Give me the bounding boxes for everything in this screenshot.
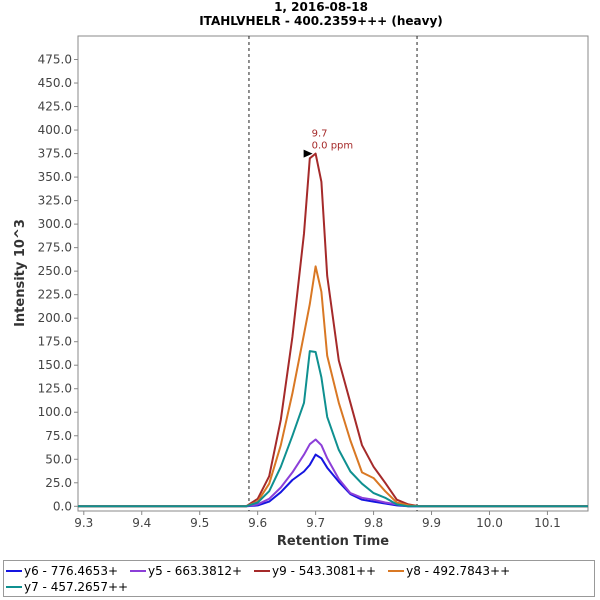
legend-swatch-icon bbox=[130, 570, 147, 572]
peak-marker-icon bbox=[303, 149, 313, 158]
legend-swatch-icon bbox=[388, 570, 405, 572]
peak-ppm-label: 0.0 ppm bbox=[312, 141, 354, 152]
x-tick-label: 9.9 bbox=[422, 516, 441, 530]
y-tick-label: 200.0 bbox=[38, 311, 72, 325]
series-line-y9 bbox=[78, 152, 588, 508]
legend-label: y7 - 457.2657++ bbox=[24, 580, 129, 594]
y-tick-label: 175.0 bbox=[38, 335, 72, 349]
y-tick-label: 100.0 bbox=[38, 405, 72, 419]
legend-label: y8 - 492.7843++ bbox=[406, 564, 511, 578]
y-tick-label: 250.0 bbox=[38, 264, 72, 278]
y-tick-label: 125.0 bbox=[38, 382, 72, 396]
plot-area bbox=[77, 35, 589, 512]
legend-label: y6 - 776.4653+ bbox=[24, 564, 119, 578]
x-axis-title: Retention Time bbox=[277, 534, 389, 549]
chart-legend: y6 - 776.4653+ y5 - 663.3812+ y9 - 543.308… bbox=[3, 560, 595, 597]
peak-rt-label: 9.7 bbox=[312, 129, 328, 140]
y-tick-label: 225.0 bbox=[38, 288, 72, 302]
legend-label: y5 - 663.3812+ bbox=[148, 564, 243, 578]
x-tick-label: 9.3 bbox=[74, 516, 93, 530]
peak-annotation: 9.7 0.0 ppm bbox=[303, 129, 354, 158]
y-tick-label: 450.0 bbox=[38, 76, 72, 90]
x-tick-label: 10.1 bbox=[534, 516, 561, 530]
y-tick-label: 300.0 bbox=[38, 217, 72, 231]
legend-item: y8 - 492.7843++ bbox=[388, 563, 510, 579]
series-layer bbox=[78, 152, 588, 508]
peak-boundaries bbox=[248, 36, 418, 511]
legend-label: y9 - 543.3081++ bbox=[272, 564, 377, 578]
legend-item: y6 - 776.4653+ bbox=[6, 563, 118, 579]
legend-swatch-icon bbox=[6, 570, 22, 572]
legend-swatch-icon bbox=[6, 586, 22, 588]
x-tick-label: 9.8 bbox=[364, 516, 383, 530]
y-axis-title: Intensity 10^3 bbox=[13, 219, 28, 327]
y-tick-label: 375.0 bbox=[38, 147, 72, 161]
series-line-y8 bbox=[78, 265, 588, 508]
y-tick-label: 400.0 bbox=[38, 123, 72, 137]
x-tick-label: 10.0 bbox=[476, 516, 503, 530]
chromatogram-chart: 1, 2016-08-18 ITAHLVHELR - 400.2359+++ (… bbox=[13, 0, 589, 549]
y-tick-label: 150.0 bbox=[38, 358, 72, 372]
y-tick-label: 50.0 bbox=[45, 452, 72, 466]
chart-subtitle: ITAHLVHELR - 400.2359+++ (heavy) bbox=[199, 14, 443, 28]
y-tick-label: 350.0 bbox=[38, 170, 72, 184]
y-tick-label: 475.0 bbox=[38, 53, 72, 67]
y-tick-label: 425.0 bbox=[38, 100, 72, 114]
legend-item: y9 - 543.3081++ bbox=[254, 563, 376, 579]
series-line-y7 bbox=[78, 350, 588, 508]
y-tick-label: 75.0 bbox=[45, 429, 72, 443]
chart-title: 1, 2016-08-18 bbox=[274, 0, 368, 14]
y-tick-label: 0.0 bbox=[53, 499, 72, 513]
legend-item: y5 - 663.3812+ bbox=[130, 563, 242, 579]
y-tick-label: 25.0 bbox=[45, 476, 72, 490]
legend-swatch-icon bbox=[254, 570, 271, 572]
x-axis: 9.3 9.4 9.5 9.6 9.7 9.8 9.9 10.0 10.1 bbox=[74, 511, 561, 530]
y-tick-label: 275.0 bbox=[38, 241, 72, 255]
x-tick-label: 9.7 bbox=[306, 516, 325, 530]
x-tick-label: 9.4 bbox=[132, 516, 151, 530]
y-axis: 0.0 25.0 50.0 75.0 100.0 125.0 150.0 175.0 200.0… bbox=[38, 53, 78, 513]
x-tick-label: 9.6 bbox=[248, 516, 267, 530]
legend-item: y7 - 457.2657++ bbox=[6, 579, 128, 595]
y-tick-label: 325.0 bbox=[38, 194, 72, 208]
x-tick-label: 9.5 bbox=[190, 516, 209, 530]
